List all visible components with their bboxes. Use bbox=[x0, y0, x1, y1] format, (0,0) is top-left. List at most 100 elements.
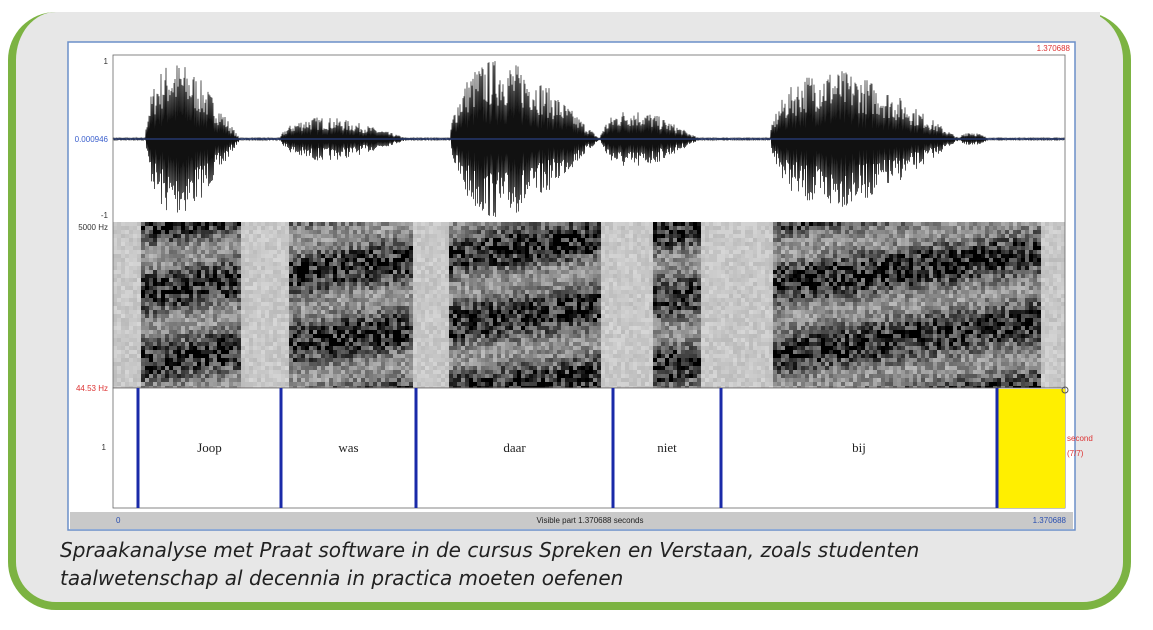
spec-cell bbox=[117, 230, 121, 234]
spec-cell bbox=[229, 258, 233, 262]
spec-cell bbox=[493, 362, 497, 366]
spec-cell bbox=[521, 258, 525, 262]
spec-cell bbox=[449, 310, 453, 314]
spec-cell bbox=[433, 238, 437, 242]
spec-cell bbox=[357, 306, 361, 310]
spec-cell bbox=[121, 286, 125, 290]
spec-cell bbox=[413, 346, 417, 350]
spec-cell bbox=[137, 342, 141, 346]
spec-cell bbox=[477, 342, 481, 346]
spec-cell bbox=[553, 378, 557, 382]
spec-cell bbox=[449, 366, 453, 370]
spec-cell bbox=[561, 326, 565, 330]
spec-cell bbox=[573, 318, 577, 322]
spec-cell bbox=[249, 250, 253, 254]
spec-cell bbox=[321, 282, 325, 286]
spec-cell bbox=[289, 346, 293, 350]
spec-cell bbox=[233, 254, 237, 258]
spec-cell bbox=[281, 242, 285, 246]
spec-cell bbox=[409, 274, 413, 278]
spec-cell bbox=[577, 318, 581, 322]
spec-cell bbox=[501, 338, 505, 342]
spec-cell bbox=[189, 334, 193, 338]
spec-cell bbox=[217, 358, 221, 362]
spec-cell bbox=[169, 294, 173, 298]
spec-cell bbox=[389, 366, 393, 370]
spec-cell bbox=[529, 246, 533, 250]
spec-cell bbox=[353, 358, 357, 362]
spec-cell bbox=[301, 234, 305, 238]
spec-cell bbox=[121, 278, 125, 282]
spec-cell bbox=[153, 282, 157, 286]
spec-cell bbox=[305, 350, 309, 354]
spec-cell bbox=[577, 282, 581, 286]
spec-cell bbox=[237, 374, 241, 378]
spec-cell bbox=[245, 310, 249, 314]
spec-cell bbox=[277, 330, 281, 334]
spec-cell bbox=[165, 326, 169, 330]
spec-cell bbox=[445, 254, 449, 258]
spec-cell bbox=[481, 246, 485, 250]
spec-cell bbox=[581, 298, 585, 302]
spec-cell bbox=[453, 374, 457, 378]
spec-cell bbox=[325, 326, 329, 330]
spec-cell bbox=[553, 358, 557, 362]
spec-cell bbox=[577, 382, 581, 386]
spec-cell bbox=[205, 318, 209, 322]
spec-cell bbox=[369, 362, 373, 366]
spec-cell bbox=[229, 294, 233, 298]
spec-cell bbox=[513, 338, 517, 342]
spec-cell bbox=[469, 350, 473, 354]
spec-cell bbox=[177, 350, 181, 354]
spec-cell bbox=[165, 338, 169, 342]
spec-cell bbox=[261, 266, 265, 270]
spec-cell bbox=[269, 278, 273, 282]
spec-cell bbox=[389, 270, 393, 274]
spec-cell bbox=[309, 370, 313, 374]
spec-cell bbox=[329, 326, 333, 330]
spec-cell bbox=[501, 362, 505, 366]
spec-cell bbox=[357, 282, 361, 286]
spec-cell bbox=[161, 258, 165, 262]
spec-cell bbox=[253, 354, 257, 358]
spec-cell bbox=[393, 242, 397, 246]
spec-cell bbox=[129, 258, 133, 262]
spec-cell bbox=[153, 342, 157, 346]
spec-cell bbox=[365, 294, 369, 298]
spec-cell bbox=[397, 358, 401, 362]
spec-cell bbox=[245, 322, 249, 326]
spec-cell bbox=[257, 346, 261, 350]
spec-cell bbox=[149, 362, 153, 366]
spec-cell bbox=[349, 278, 353, 282]
spec-cell bbox=[169, 290, 173, 294]
spec-cell bbox=[421, 314, 425, 318]
spec-cell bbox=[241, 250, 245, 254]
spec-cell bbox=[561, 334, 565, 338]
spec-cell bbox=[285, 334, 289, 338]
spec-cell bbox=[297, 298, 301, 302]
spec-cell bbox=[585, 246, 589, 250]
spec-cell bbox=[517, 254, 521, 258]
spec-cell bbox=[261, 358, 265, 362]
spec-cell bbox=[157, 262, 161, 266]
spec-cell bbox=[121, 318, 125, 322]
spec-cell bbox=[349, 254, 353, 258]
spec-cell bbox=[485, 310, 489, 314]
spec-cell bbox=[245, 250, 249, 254]
spec-cell bbox=[317, 302, 321, 306]
spec-cell bbox=[121, 382, 125, 386]
spec-cell bbox=[249, 350, 253, 354]
spec-cell bbox=[121, 222, 125, 226]
spec-cell bbox=[457, 258, 461, 262]
spec-cell bbox=[205, 270, 209, 274]
spec-cell bbox=[485, 370, 489, 374]
spec-cell bbox=[353, 326, 357, 330]
spec-cell bbox=[293, 274, 297, 278]
spec-cell bbox=[537, 318, 541, 322]
spec-cell bbox=[277, 378, 281, 382]
spec-cell bbox=[469, 254, 473, 258]
spec-cell bbox=[421, 286, 425, 290]
spec-cell bbox=[517, 338, 521, 342]
spec-cell bbox=[521, 350, 525, 354]
spec-cell bbox=[405, 250, 409, 254]
